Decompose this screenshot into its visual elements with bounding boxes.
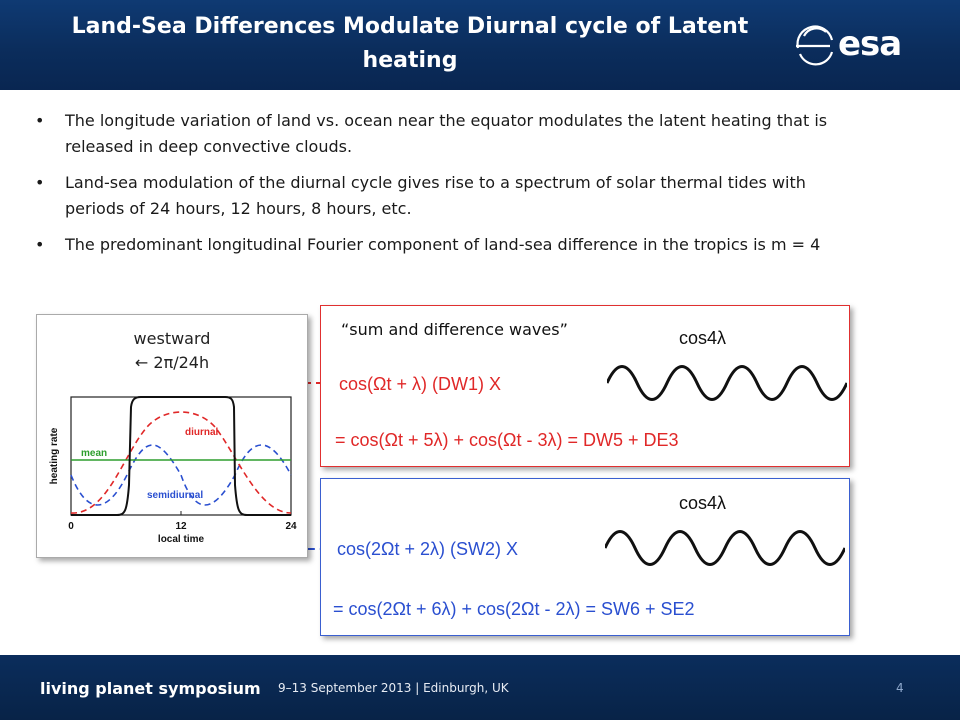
- dw-result: = cos(Ωt + 5λ) + cos(Ωt - 3λ) = DW5 + DE…: [335, 430, 679, 450]
- x-tick-label: 24: [285, 521, 297, 532]
- slide-title: Land-Sea Differences Modulate Diurnal cy…: [71, 14, 749, 73]
- semidiurnal-label: semidiurnal: [147, 490, 203, 501]
- bullet-item: • The predominant longitudinal Fourier co…: [35, 232, 855, 258]
- cos4-label: cos4λ: [679, 493, 727, 513]
- footer-event: 9–13 September 2013 | Edinburgh, UK: [278, 681, 509, 695]
- cos4-label: cos4λ: [679, 328, 727, 348]
- x-tick-label: 12: [175, 521, 187, 532]
- y-axis-label: heating rate: [49, 427, 60, 484]
- bullet-dot-icon: •: [35, 173, 45, 192]
- diurnal-curve: [70, 411, 292, 514]
- semidiurnal-wave-box: cos4λ cos(2Ωt + 2λ) (SW2) X = cos(2Ωt + …: [320, 478, 850, 636]
- sw-result: = cos(2Ωt + 6λ) + cos(2Ωt - 2λ) = SW6 + …: [333, 599, 695, 619]
- esa-globe-icon: [796, 25, 834, 66]
- cos4-wave-icon: [605, 530, 845, 566]
- sum-difference-quote: “sum and difference waves”: [341, 320, 568, 339]
- bullet-text: The predominant longitudinal Fourier com…: [65, 235, 821, 254]
- bullet-text: The longitude variation of land vs. ocea…: [65, 111, 828, 156]
- diurnal-label: diurnal: [185, 427, 219, 438]
- footer-brand: living planet symposium: [40, 679, 261, 698]
- bullet-dot-icon: •: [35, 235, 45, 254]
- esa-logo: esa: [790, 22, 930, 72]
- diurnal-wave-box: “sum and difference waves” cos4λ cos(Ωt …: [320, 305, 850, 467]
- bullet-dot-icon: •: [35, 111, 45, 130]
- bullet-item: • The longitude variation of land vs. oce…: [35, 108, 855, 160]
- bullet-text: Land-sea modulation of the diurnal cycle…: [65, 173, 806, 218]
- westward-rate: ← 2π/24h: [134, 353, 210, 372]
- heating-rate-curve: [71, 396, 291, 516]
- heating-plot: diurnal mean semidiurnal 0 12 24 local t…: [49, 396, 297, 545]
- footer-bar: living planet symposium 9–13 September 2…: [0, 655, 960, 720]
- x-tick-label: 0: [68, 521, 74, 532]
- page-number: 4: [896, 681, 904, 695]
- mean-label: mean: [81, 448, 107, 459]
- westward-label: westward: [133, 329, 211, 348]
- cos4-wave-icon: [607, 365, 847, 401]
- bullet-list: • The longitude variation of land vs. oce…: [35, 108, 855, 268]
- sw2-product: cos(2Ωt + 2λ) (SW2) X: [337, 539, 518, 559]
- semidiurnal-curve: [70, 444, 292, 506]
- heating-rate-figure: westward ← 2π/24h diurnal mean semidiurn…: [36, 314, 308, 558]
- esa-logo-text: esa: [838, 24, 902, 64]
- bullet-item: • Land-sea modulation of the diurnal cycl…: [35, 170, 855, 222]
- x-axis-label: local time: [158, 534, 205, 545]
- dw1-product: cos(Ωt + λ) (DW1) X: [339, 374, 501, 394]
- header-bar: Land-Sea Differences Modulate Diurnal cy…: [0, 0, 960, 90]
